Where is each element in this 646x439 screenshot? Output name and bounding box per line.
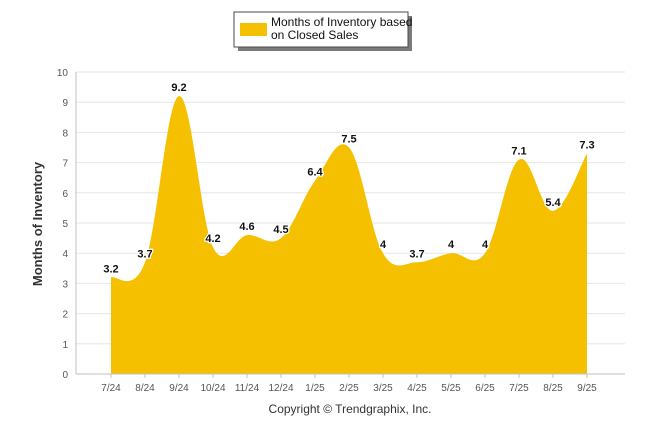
y-tick-label: 5 — [62, 219, 68, 230]
y-axis-title: Months of Inventory — [30, 161, 45, 286]
data-label: 4 — [448, 239, 455, 251]
area-layer — [111, 96, 587, 374]
y-tick-label: 0 — [62, 370, 68, 381]
y-tick-label: 6 — [62, 189, 68, 200]
data-label: 5.4 — [545, 197, 561, 209]
data-label-layer: 3.2 3.7 9.2 4.2 4.6 4.5 6.4 7.5 4 3.7 4 4 7.1 5.4 7.3 — [102, 81, 596, 277]
y-tick-label: 10 — [57, 68, 69, 79]
y-tick-label: 2 — [62, 310, 68, 321]
x-tick-label: 1/25 — [305, 383, 325, 394]
x-tick-label: 11/24 — [235, 383, 260, 394]
y-tick-label: 9 — [62, 98, 68, 109]
axis-layer: 0 1 2 3 4 5 6 7 8 9 10 7/24 8/24 9/24 10/24 11/24 12/24 1… — [57, 68, 625, 394]
legend-label-line-1: Months of Inventory based — [271, 15, 412, 29]
y-tick-label: 7 — [62, 159, 68, 170]
copyright-credit: Copyright © Trendgraphix, Inc. — [269, 402, 432, 416]
y-tick-label: 3 — [62, 279, 68, 290]
data-label: 3.7 — [137, 248, 152, 260]
data-label: 3.7 — [409, 248, 424, 260]
x-tick-label: 5/25 — [441, 383, 461, 394]
series-area-months-of-inventory — [111, 96, 587, 374]
data-label: 4.2 — [205, 233, 220, 245]
x-tick-label: 8/25 — [543, 383, 563, 394]
data-label: 3.2 — [103, 263, 118, 275]
x-tick-label: 2/25 — [339, 383, 359, 394]
y-tick-label: 4 — [62, 249, 68, 260]
data-label: 4 — [380, 239, 387, 251]
y-tick-label: 8 — [62, 128, 68, 139]
x-tick-label: 9/25 — [577, 383, 597, 394]
x-tick-label: 8/24 — [135, 383, 155, 394]
x-tick-label: 9/24 — [169, 383, 189, 394]
x-tick-label: 7/25 — [509, 383, 529, 394]
data-label: 4.6 — [239, 221, 254, 233]
x-tick-label: 10/24 — [200, 383, 225, 394]
data-label: 9.2 — [171, 82, 186, 94]
legend: Months of Inventory based on Closed Sale… — [233, 11, 412, 51]
data-label: 7.1 — [511, 146, 526, 158]
data-label: 4 — [482, 239, 489, 251]
legend-label-line-2: on Closed Sales — [271, 28, 358, 42]
data-label: 7.5 — [341, 134, 356, 146]
x-tick-label: 3/25 — [373, 383, 393, 394]
data-label: 6.4 — [307, 167, 323, 179]
x-tick-label: 7/24 — [101, 383, 121, 394]
x-tick-label: 4/25 — [407, 383, 427, 394]
data-label: 7.3 — [579, 140, 594, 152]
x-tick-label: 6/25 — [475, 383, 495, 394]
data-label: 4.5 — [273, 224, 288, 236]
y-tick-label: 1 — [62, 340, 68, 351]
x-tick-label: 12/24 — [268, 383, 293, 394]
legend-swatch — [240, 23, 267, 36]
